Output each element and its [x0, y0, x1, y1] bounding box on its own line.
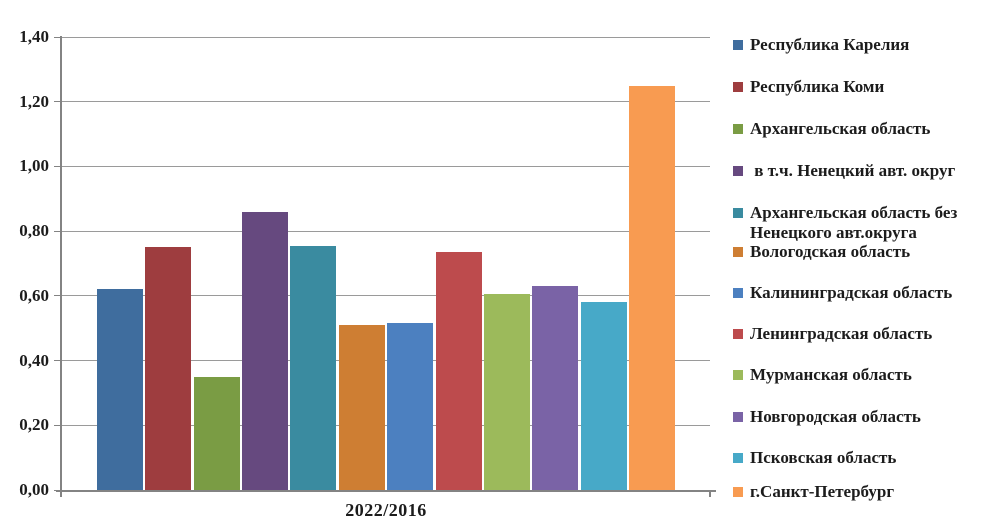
legend-label: Псковская область	[750, 448, 897, 467]
y-axis-tick	[54, 36, 61, 38]
gridline	[62, 230, 710, 232]
gridline	[62, 360, 710, 362]
legend-item: Архангельская область без Ненецкого авт.…	[733, 203, 989, 243]
bar-series-11	[580, 302, 627, 490]
y-axis-tick	[54, 230, 61, 232]
plot-area	[62, 36, 710, 490]
y-axis-tick-label: 1,40	[19, 27, 49, 46]
legend-swatch	[733, 208, 743, 218]
x-axis-end-tick	[709, 490, 711, 497]
gridline	[62, 165, 710, 167]
legend-item: г.Санкт-Петербург	[733, 482, 989, 502]
legend-label: Новгородская область	[750, 407, 921, 426]
bar-series-9	[483, 294, 530, 490]
y-axis-tick-label: 0,80	[19, 221, 49, 241]
legend-swatch	[733, 370, 743, 380]
y-axis-line	[60, 36, 62, 497]
legend-item: Новгородская область	[733, 407, 989, 427]
y-axis-tick	[54, 165, 61, 167]
legend-label: Республика Карелия	[750, 35, 910, 54]
bar-series-12	[628, 85, 675, 490]
legend-swatch	[733, 288, 743, 298]
legend-label: Архангельская область без Ненецкого авт.…	[750, 203, 962, 242]
bar-series-1	[97, 289, 143, 490]
x-axis-label: 2022/2016	[345, 500, 427, 520]
y-axis-tick-label: 0,20	[19, 415, 49, 435]
legend-label: Республика Коми	[750, 77, 885, 96]
y-axis-tick-label: 0,60	[19, 285, 49, 305]
legend-item: Калининградская область	[733, 283, 989, 303]
legend-swatch	[733, 40, 743, 50]
legend-label: Мурманская область	[750, 365, 912, 384]
legend-swatch	[733, 82, 743, 92]
legend-label: Ленинградская область	[750, 324, 933, 343]
legend-item: Республика Карелия	[733, 35, 989, 55]
legend-item: Псковская область	[733, 448, 989, 468]
y-axis-tick	[54, 424, 61, 426]
legend-swatch	[733, 166, 743, 176]
bar-series-7	[387, 323, 434, 490]
y-axis-tick-label: 0,00	[19, 480, 49, 499]
y-axis-tick-label: 1,20	[19, 91, 49, 111]
legend-item: Вологодская область	[733, 242, 989, 262]
gridline	[62, 295, 710, 297]
y-axis-tick	[54, 295, 61, 297]
y-axis-tick-label: 1,00	[19, 156, 49, 176]
legend-item: Архангельская область	[733, 119, 989, 139]
legend-item: Республика Коми	[733, 77, 989, 97]
legend-label: Калининградская область	[750, 283, 953, 302]
gridline	[62, 424, 710, 426]
legend-swatch	[733, 124, 743, 134]
legend-swatch	[733, 453, 743, 463]
legend-swatch	[733, 247, 743, 257]
gridline	[62, 36, 710, 38]
bar-series-4	[242, 211, 289, 490]
x-axis-line	[56, 490, 716, 492]
bar-series-5	[290, 245, 337, 490]
legend-label: Архангельская область	[750, 119, 931, 138]
bar-series-10	[532, 286, 579, 490]
gridline	[62, 101, 710, 103]
legend-label: Вологодская область	[750, 242, 911, 261]
y-axis-tick	[54, 360, 61, 362]
legend-item: Ленинградская область	[733, 324, 989, 344]
legend-label: г.Санкт-Петербург	[750, 482, 895, 501]
bar-series-8	[435, 252, 482, 490]
legend-label: в т.ч. Ненецкий авт. округ	[750, 161, 956, 180]
legend-swatch	[733, 329, 743, 339]
legend-item: в т.ч. Ненецкий авт. округ	[733, 161, 989, 181]
legend-swatch	[733, 487, 743, 497]
y-axis-tick-label: 0,40	[19, 350, 49, 370]
legend-item: Мурманская область	[733, 365, 989, 385]
legend-swatch	[733, 412, 743, 422]
bar-series-3	[193, 376, 240, 490]
bar-series-2	[145, 247, 192, 490]
bar-series-6	[338, 325, 385, 490]
y-axis-tick	[54, 101, 61, 103]
